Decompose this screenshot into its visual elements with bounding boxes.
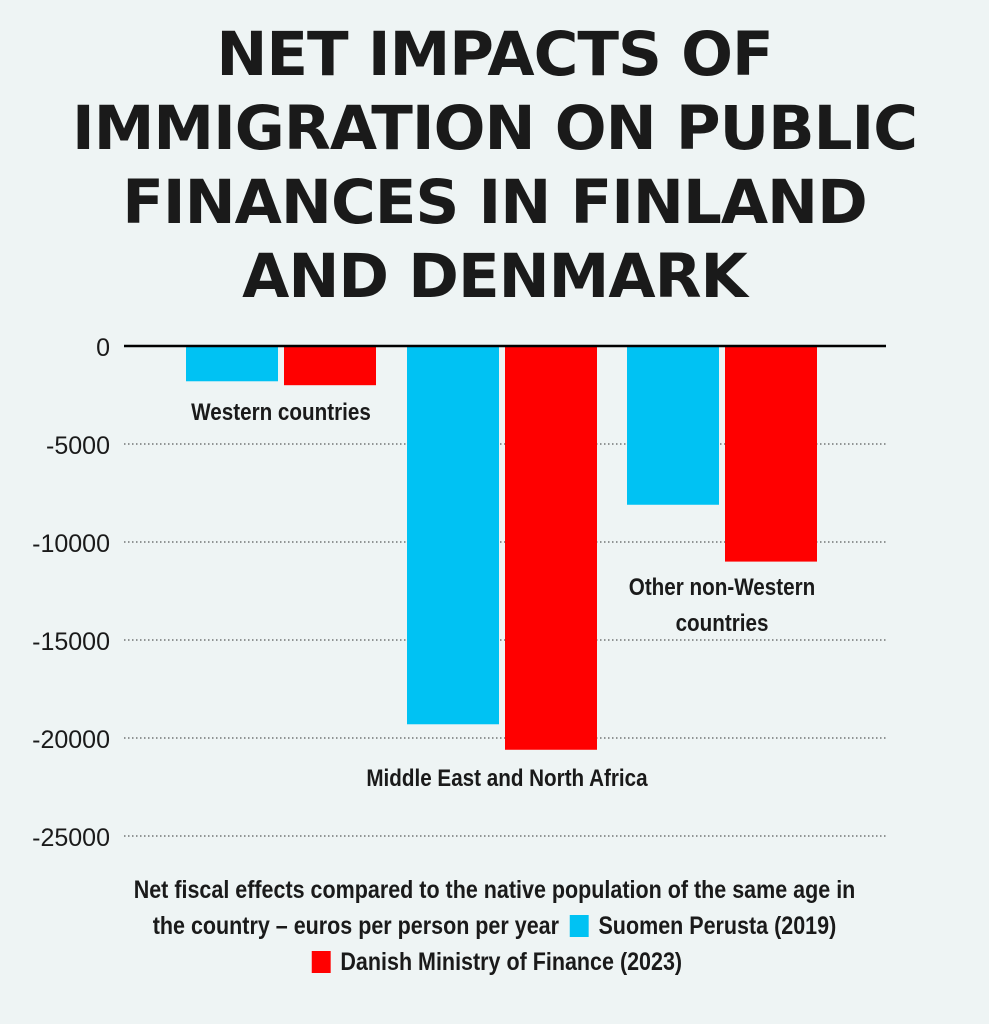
y-tick-label: -20000 (32, 726, 110, 754)
bar-2-series-1 (725, 346, 817, 562)
category-label-0-line-0: Western countries (191, 399, 371, 426)
caption-line-2: the country – euros per person per year … (69, 908, 920, 944)
bar-1-series-0 (407, 346, 499, 725)
y-tick-label: -25000 (32, 824, 110, 852)
chart-title: NET IMPACTS OF IMMIGRATION ON PUBLIC FIN… (0, 18, 989, 314)
legend-swatch-red (312, 951, 331, 973)
y-tick-label: -10000 (32, 530, 110, 558)
title-line-1: NET IMPACTS OF (216, 19, 773, 90)
title-line-3: FINANCES IN FINLAND (122, 167, 867, 238)
bar-2-series-0 (627, 346, 719, 505)
legend-label-red: Danish Ministry of Finance (2023) (340, 948, 683, 976)
y-tick-label: -15000 (32, 628, 110, 656)
caption-line-3: Danish Ministry of Finance (2023) (69, 944, 920, 980)
category-label-1-line-0: Middle East and North Africa (366, 765, 648, 792)
bar-0-series-0 (186, 346, 278, 382)
title-line-2: IMMIGRATION ON PUBLIC (72, 93, 918, 164)
caption-line-1: Net fiscal effects compared to the nativ… (133, 876, 856, 904)
caption-line-2-text: the country – euros per person per year (152, 912, 559, 940)
legend-label-blue: Suomen Perusta (2019) (598, 912, 837, 940)
category-label-2-line-0: Other non-Western (629, 574, 815, 601)
y-tick-label: 0 (96, 334, 110, 362)
bar-chart: 0 -5000 -10000 -15000 -20000 -25000 Western co… (32, 334, 886, 852)
chart-caption: Net fiscal effects compared to the nativ… (69, 872, 920, 980)
legend-swatch-blue (570, 915, 590, 937)
bar-1-series-1 (505, 346, 597, 750)
y-tick-label: -5000 (46, 432, 110, 460)
category-label-2-line-1: countries (676, 610, 769, 637)
title-line-4: AND DENMARK (242, 241, 748, 312)
bar-0-series-1 (284, 346, 376, 386)
